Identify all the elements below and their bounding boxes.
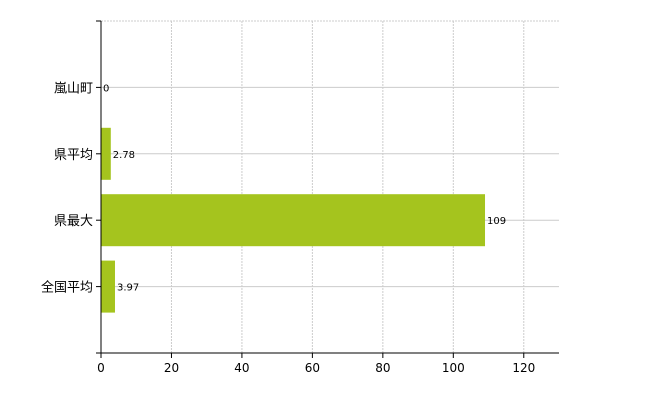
category-label: 県平均 [54,148,93,163]
x-tick-label: 80 [375,361,390,375]
x-tick-label: 60 [305,361,320,375]
category-label: 全国平均 [41,280,93,296]
data-label: 0 [103,83,109,94]
x-tick-label: 120 [512,361,535,375]
category-label: 県最大 [54,214,93,229]
x-tick-label: 40 [234,361,249,375]
x-tick-label: 20 [164,361,179,375]
bar [101,194,486,247]
data-label: 109 [487,216,506,227]
data-label: 3.97 [117,283,139,294]
x-tick-label: 100 [442,361,465,375]
data-label: 2.78 [113,150,135,161]
bar [101,260,115,313]
category-label: 嵐山町 [54,81,93,96]
x-tick-label: 0 [97,361,105,375]
bar [101,127,111,180]
